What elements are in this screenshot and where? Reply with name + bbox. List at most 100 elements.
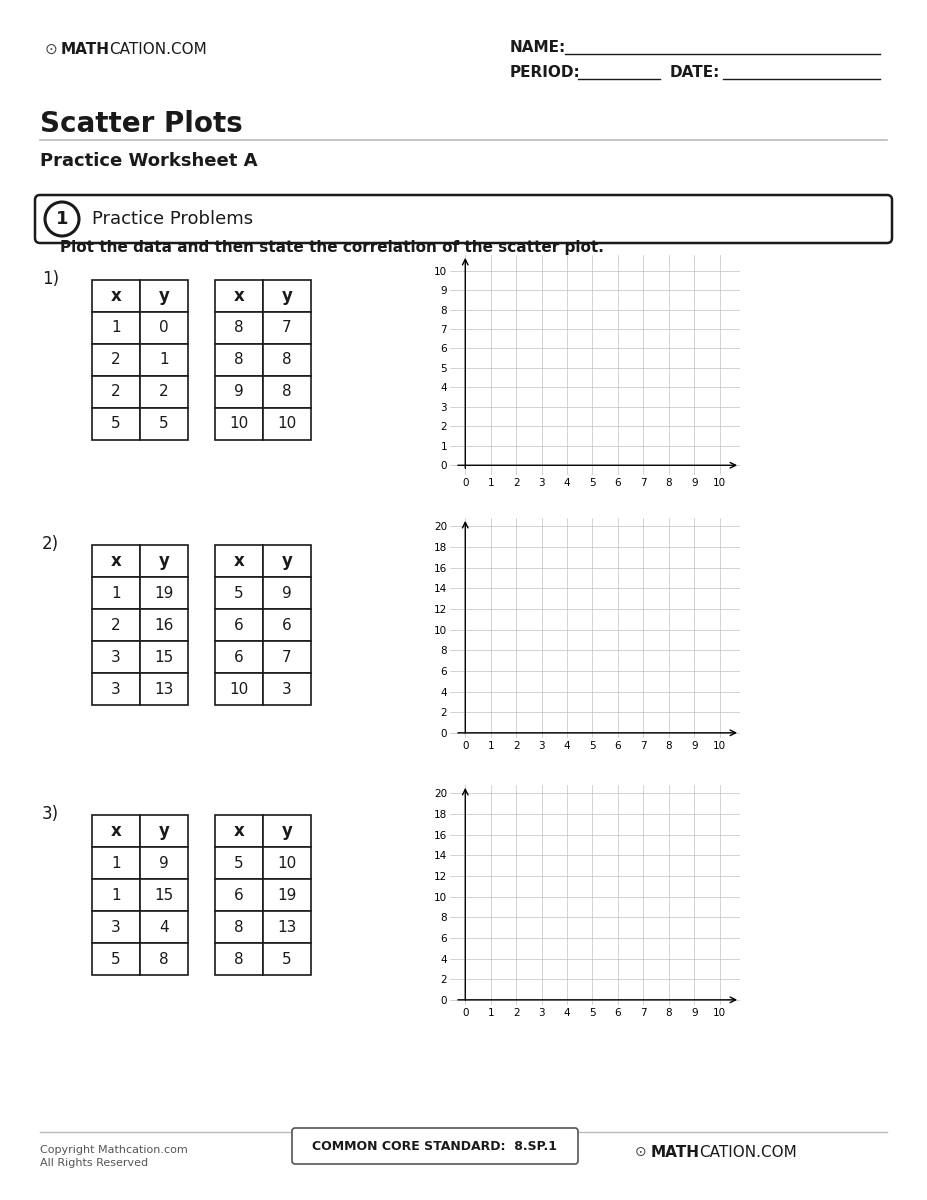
Bar: [215, 280, 263, 312]
Text: MATH: MATH: [61, 42, 110, 56]
Text: 13: 13: [277, 919, 297, 935]
Text: 3: 3: [111, 919, 121, 935]
Text: Plot the data and then state the correlation of the scatter plot.: Plot the data and then state the correla…: [60, 240, 603, 254]
Text: 9: 9: [235, 384, 244, 400]
Text: y: y: [282, 822, 292, 840]
Text: 5: 5: [235, 856, 244, 870]
Bar: [215, 545, 263, 577]
Bar: [140, 673, 188, 704]
Text: y: y: [282, 287, 292, 305]
Text: 15: 15: [155, 888, 173, 902]
Bar: [215, 641, 263, 673]
Text: CATION.COM: CATION.COM: [699, 1145, 796, 1160]
Bar: [140, 376, 188, 408]
Bar: [215, 911, 263, 943]
Text: x: x: [234, 287, 245, 305]
Bar: [140, 545, 188, 577]
Bar: [92, 408, 140, 440]
Text: 15: 15: [155, 649, 173, 665]
Text: 19: 19: [277, 888, 297, 902]
Text: MATH: MATH: [651, 1145, 700, 1160]
Bar: [263, 911, 311, 943]
Text: 5: 5: [235, 586, 244, 600]
Text: 2): 2): [42, 535, 59, 553]
Bar: [92, 376, 140, 408]
Bar: [92, 847, 140, 878]
Text: Practice Problems: Practice Problems: [92, 210, 253, 228]
Bar: [92, 344, 140, 376]
Bar: [263, 344, 311, 376]
Text: x: x: [110, 287, 121, 305]
Bar: [215, 408, 263, 440]
Text: 9: 9: [159, 856, 169, 870]
Bar: [215, 577, 263, 608]
Bar: [263, 641, 311, 673]
Text: Copyright Mathcation.com: Copyright Mathcation.com: [40, 1145, 188, 1154]
Bar: [92, 577, 140, 608]
Bar: [215, 943, 263, 974]
Text: 10: 10: [229, 682, 248, 696]
Bar: [140, 878, 188, 911]
Bar: [263, 408, 311, 440]
Text: 5: 5: [111, 416, 121, 432]
Text: Scatter Plots: Scatter Plots: [40, 110, 243, 138]
Text: 3: 3: [111, 649, 121, 665]
Bar: [215, 673, 263, 704]
Bar: [215, 376, 263, 408]
Text: 1): 1): [42, 270, 59, 288]
Bar: [92, 280, 140, 312]
Text: 1: 1: [111, 320, 121, 336]
Text: PERIOD:: PERIOD:: [510, 65, 580, 80]
Bar: [140, 911, 188, 943]
Bar: [92, 815, 140, 847]
Text: 5: 5: [111, 952, 121, 966]
Bar: [140, 344, 188, 376]
Text: 8: 8: [235, 320, 244, 336]
Text: Practice Worksheet A: Practice Worksheet A: [40, 152, 258, 170]
Bar: [263, 376, 311, 408]
Text: 3: 3: [111, 682, 121, 696]
Text: 3): 3): [42, 805, 59, 823]
Bar: [140, 280, 188, 312]
Text: y: y: [159, 822, 170, 840]
Bar: [215, 344, 263, 376]
Text: 7: 7: [282, 649, 292, 665]
FancyBboxPatch shape: [292, 1128, 578, 1164]
Text: 6: 6: [282, 618, 292, 632]
Bar: [92, 878, 140, 911]
Bar: [263, 608, 311, 641]
Bar: [92, 545, 140, 577]
Text: y: y: [282, 552, 292, 570]
Text: 10: 10: [277, 856, 297, 870]
Bar: [92, 312, 140, 344]
Text: 1: 1: [159, 353, 169, 367]
Text: 9: 9: [282, 586, 292, 600]
Text: 8: 8: [235, 952, 244, 966]
Text: 1: 1: [111, 856, 121, 870]
Text: 4: 4: [159, 919, 169, 935]
Text: 6: 6: [235, 618, 244, 632]
Bar: [92, 911, 140, 943]
Bar: [215, 815, 263, 847]
Text: x: x: [234, 822, 245, 840]
Text: DATE:: DATE:: [670, 65, 720, 80]
Bar: [92, 673, 140, 704]
Text: 3: 3: [282, 682, 292, 696]
Text: 1: 1: [111, 888, 121, 902]
Bar: [140, 312, 188, 344]
Text: x: x: [110, 822, 121, 840]
Bar: [140, 943, 188, 974]
Bar: [263, 815, 311, 847]
Bar: [140, 847, 188, 878]
Bar: [263, 280, 311, 312]
Text: 1: 1: [111, 586, 121, 600]
Text: 6: 6: [235, 888, 244, 902]
Text: All Rights Reserved: All Rights Reserved: [40, 1158, 148, 1168]
Text: 2: 2: [111, 353, 121, 367]
Bar: [215, 847, 263, 878]
Bar: [140, 577, 188, 608]
Text: 2: 2: [111, 384, 121, 400]
Text: 2: 2: [159, 384, 169, 400]
Text: NAME:: NAME:: [510, 40, 566, 55]
Bar: [140, 408, 188, 440]
